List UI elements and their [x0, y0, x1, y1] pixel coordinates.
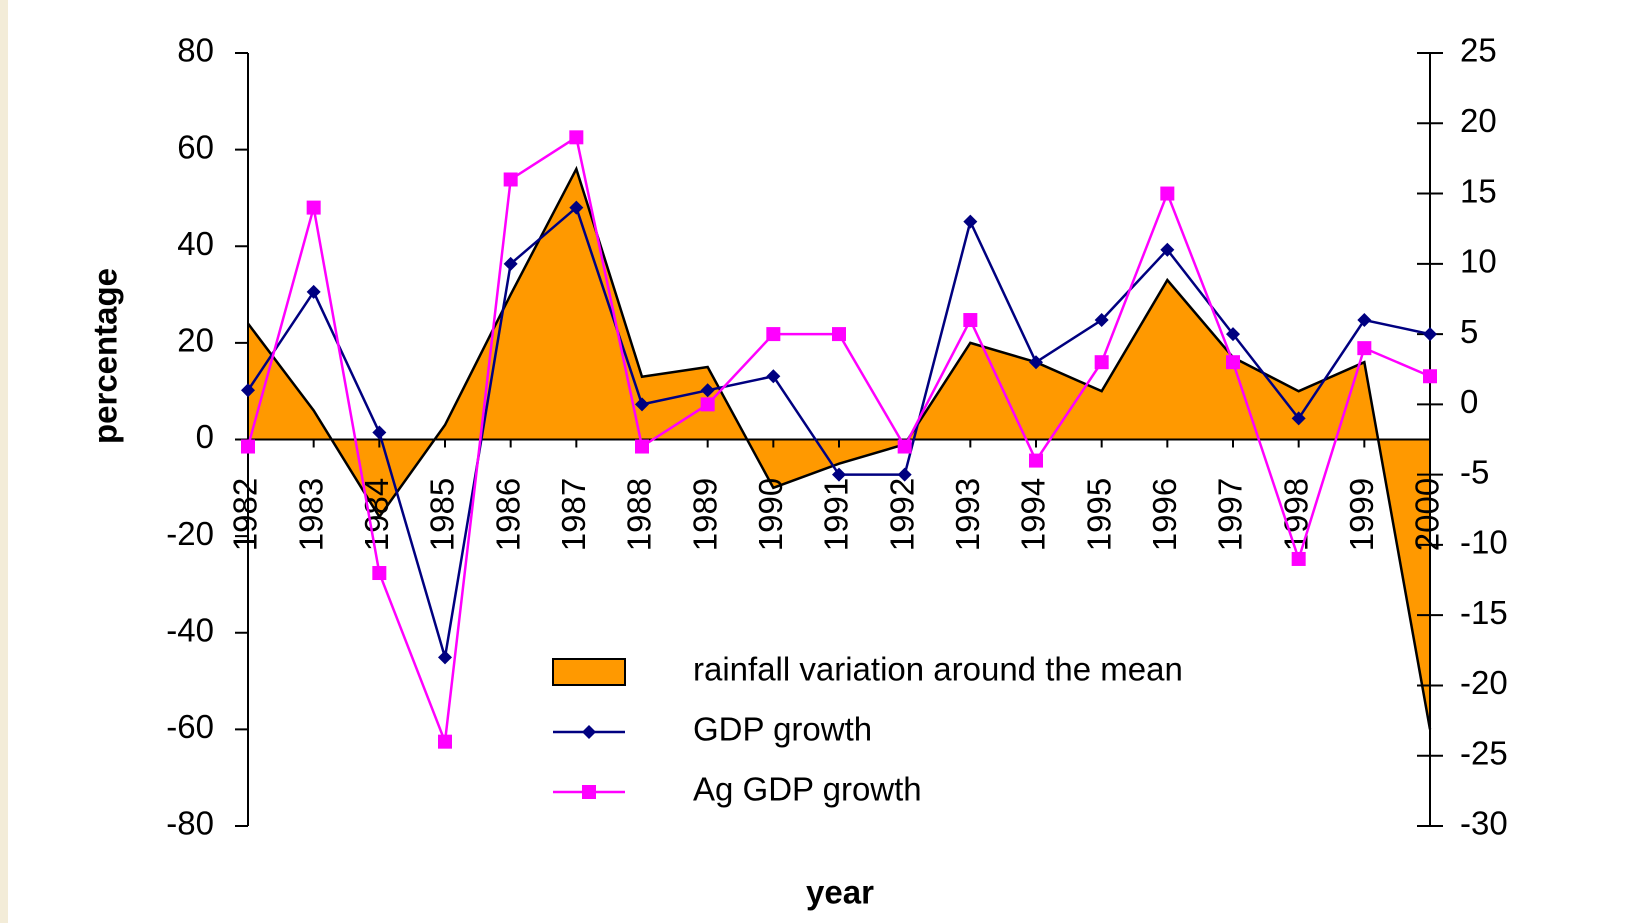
- marker: [1291, 411, 1306, 426]
- legend-swatch: [552, 658, 626, 686]
- marker: [1357, 341, 1372, 356]
- marker: [372, 425, 387, 440]
- x-tick-label: 1988: [621, 478, 658, 551]
- marker: [372, 566, 387, 581]
- marker: [438, 734, 452, 749]
- x-axis-title: year: [806, 874, 874, 911]
- marker: [1357, 313, 1372, 328]
- x-tick-label: 1991: [818, 478, 855, 551]
- x-tick-label: 1983: [292, 478, 329, 551]
- y2-tick-label: -30: [1460, 805, 1508, 842]
- legend-label: Ag GDP growth: [693, 771, 922, 808]
- y-tick-label: -40: [166, 611, 214, 648]
- marker: [1029, 453, 1043, 468]
- marker: [963, 313, 978, 328]
- y-tick-label: 20: [177, 322, 214, 359]
- y2-tick-label: 15: [1460, 172, 1497, 209]
- legend-marker: [582, 785, 596, 799]
- y2-tick-label: -15: [1460, 594, 1508, 631]
- marker: [306, 284, 321, 299]
- marker: [569, 130, 584, 145]
- marker: [438, 650, 452, 665]
- y2-tick-label: -5: [1460, 453, 1489, 490]
- marker: [635, 397, 649, 412]
- marker: [569, 200, 584, 215]
- y-axis-title: percentage: [87, 268, 124, 444]
- marker: [503, 256, 518, 271]
- legend-label: rainfall variation around the mean: [693, 651, 1183, 688]
- background-strip: [0, 0, 8, 923]
- y-tick-label: -60: [166, 708, 214, 745]
- y-tick-label: 40: [177, 225, 214, 262]
- marker: [1423, 327, 1437, 342]
- marker: [700, 383, 715, 398]
- y2-tick-label: -25: [1460, 734, 1508, 771]
- y2-tick-label: 10: [1460, 243, 1497, 280]
- x-tick-label: 2000: [1409, 478, 1446, 551]
- marker: [832, 467, 846, 482]
- marker: [635, 439, 649, 454]
- y2-tick-label: 5: [1460, 313, 1478, 350]
- area: [248, 168, 1430, 730]
- marker: [700, 397, 715, 412]
- marker: [766, 369, 781, 384]
- marker: [1094, 355, 1109, 370]
- marker: [1160, 186, 1175, 201]
- y-tick-label: -80: [166, 805, 214, 842]
- y2-tick-label: -20: [1460, 664, 1508, 701]
- legend-label: GDP growth: [693, 711, 872, 748]
- x-tick-label: 1982: [227, 478, 264, 551]
- legend-marker: [582, 725, 596, 739]
- marker: [963, 214, 978, 229]
- marker: [1291, 551, 1306, 566]
- x-tick-label: 1985: [424, 478, 461, 551]
- marker: [1160, 242, 1175, 257]
- y2-tick-label: -10: [1460, 524, 1508, 561]
- marker: [1029, 355, 1043, 370]
- marker: [897, 439, 912, 454]
- marker: [306, 200, 321, 215]
- marker: [832, 327, 846, 342]
- y-tick-label: 0: [196, 418, 214, 455]
- marker: [1226, 327, 1240, 342]
- marker: [1423, 369, 1437, 384]
- y2-tick-label: 25: [1460, 32, 1497, 69]
- x-tick-label: 1986: [489, 478, 526, 551]
- x-tick-label: 1993: [949, 478, 986, 551]
- marker: [1094, 313, 1109, 328]
- marker: [1226, 355, 1240, 370]
- x-tick-label: 1987: [555, 478, 592, 551]
- x-tick-label: 1992: [883, 478, 920, 551]
- x-tick-label: 1989: [686, 478, 723, 551]
- marker: [241, 439, 255, 454]
- y-tick-label: -20: [166, 515, 214, 552]
- x-tick-label: 1995: [1080, 478, 1117, 551]
- x-tick-label: 1996: [1146, 478, 1183, 551]
- y2-tick-label: 0: [1460, 383, 1478, 420]
- marker: [766, 327, 781, 342]
- y-tick-label: 60: [177, 128, 214, 165]
- marker: [241, 383, 255, 398]
- y2-tick-label: 20: [1460, 102, 1497, 139]
- marker: [503, 172, 518, 187]
- marker: [897, 467, 912, 482]
- x-tick-label: 1990: [752, 478, 789, 551]
- x-tick-label: 1997: [1212, 478, 1249, 551]
- y-tick-label: 80: [177, 32, 214, 69]
- x-tick-label: 1994: [1015, 478, 1052, 551]
- x-tick-label: 1999: [1343, 478, 1380, 551]
